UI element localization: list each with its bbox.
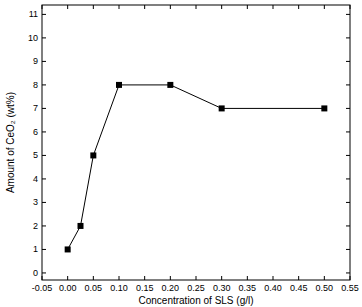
y-tick-label: 8 [33, 80, 38, 90]
x-tick [298, 276, 299, 280]
x-tick [144, 276, 145, 280]
x-tick [221, 276, 222, 280]
x-tick [324, 5, 325, 9]
plot-frame [42, 5, 350, 280]
x-tick-label: 0.20 [162, 283, 180, 293]
x-tick-label: 0.35 [239, 283, 257, 293]
y-tick [346, 202, 350, 203]
x-tick [247, 5, 248, 9]
x-tick [67, 5, 68, 9]
y-tick [42, 249, 46, 250]
y-tick [346, 272, 350, 273]
y-tick-label: 2 [33, 221, 38, 231]
x-tick-label: 0.15 [136, 283, 154, 293]
y-tick-label: 5 [33, 150, 38, 160]
y-tick [42, 61, 46, 62]
x-tick-label: 0.00 [59, 283, 77, 293]
y-tick [346, 14, 350, 15]
x-tick [42, 276, 43, 280]
y-tick [42, 225, 46, 226]
plot-data [65, 82, 328, 253]
x-tick [247, 276, 248, 280]
chart: -0.05 0.00 0.05 0.10 0.15 0.20 0.25 0.30 0.35 0.4… [0, 0, 362, 307]
data-point [219, 105, 225, 111]
y-tick [346, 131, 350, 132]
x-tick-label: 0.45 [290, 283, 308, 293]
x-tick [324, 276, 325, 280]
x-tick [170, 5, 171, 9]
y-tick [42, 272, 46, 273]
x-tick-label: 0.55 [341, 283, 359, 293]
data-point [78, 223, 84, 229]
x-tick [119, 276, 120, 280]
y-tick-label: 7 [33, 103, 38, 113]
y-tick [42, 84, 46, 85]
x-tick-label: 0.10 [110, 283, 128, 293]
y-tick [346, 61, 350, 62]
y-tick [346, 178, 350, 179]
y-tick [42, 37, 46, 38]
x-tick [42, 5, 43, 9]
x-tick-label: 0.05 [85, 283, 103, 293]
y-axis-title: Amount of CeO₂ (wt%) [5, 92, 16, 193]
y-tick [346, 37, 350, 38]
x-tick [196, 276, 197, 280]
y-tick-label: 4 [33, 174, 38, 184]
data-point [65, 246, 71, 252]
data-point [321, 105, 327, 111]
x-tick [144, 5, 145, 9]
y-tick-label: 9 [33, 56, 38, 66]
data-point [167, 82, 173, 88]
x-tick [170, 276, 171, 280]
x-tick [350, 5, 351, 9]
y-tick-label: 11 [29, 9, 38, 19]
y-tick [346, 249, 350, 250]
y-tick-label: 10 [28, 33, 38, 43]
x-tick-label: -0.05 [32, 283, 53, 293]
y-tick [42, 108, 46, 109]
x-tick [350, 276, 351, 280]
x-tick-label: 0.25 [187, 283, 205, 293]
y-tick [346, 155, 350, 156]
x-tick [273, 276, 274, 280]
y-tick-label: 0 [33, 268, 38, 278]
x-tick [119, 5, 120, 9]
y-tick [346, 225, 350, 226]
y-tick-label: 6 [33, 127, 38, 137]
y-tick-label: 1 [33, 244, 38, 254]
data-point [90, 152, 96, 158]
y-tick [42, 14, 46, 15]
y-tick [42, 178, 46, 179]
x-tick [298, 5, 299, 9]
x-tick [93, 5, 94, 9]
y-tick [42, 155, 46, 156]
x-axis-title: Concentration of SLS (g/l) [138, 295, 253, 306]
y-tick [42, 131, 46, 132]
y-tick-label: 3 [33, 197, 38, 207]
data-line [68, 85, 325, 250]
y-tick [346, 84, 350, 85]
y-tick [346, 108, 350, 109]
x-tick-label: 0.40 [264, 283, 282, 293]
x-tick-label: 0.30 [213, 283, 231, 293]
chart-root: -0.05 0.00 0.05 0.10 0.15 0.20 0.25 0.30 0.35 0.4… [0, 0, 362, 307]
x-tick [196, 5, 197, 9]
y-tick [42, 202, 46, 203]
x-tick [221, 5, 222, 9]
data-point [116, 82, 122, 88]
x-tick [67, 276, 68, 280]
x-tick-label: 0.50 [316, 283, 334, 293]
x-tick [273, 5, 274, 9]
x-tick [93, 276, 94, 280]
